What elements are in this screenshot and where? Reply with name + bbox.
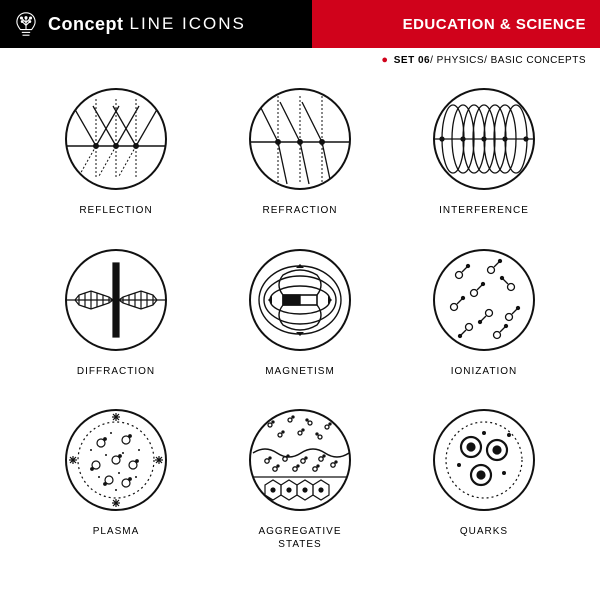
icon-cell-plasma: PLASMA	[34, 405, 198, 556]
icon-cell-interference: INTERFERENCE	[402, 84, 566, 235]
refraction-icon	[245, 84, 355, 194]
plasma-icon	[61, 405, 171, 515]
icon-cell-quarks: QUARKS	[402, 405, 566, 556]
lightbulb-tree-icon	[12, 10, 40, 38]
quarks-icon	[429, 405, 539, 515]
subtopic: BASIC CONCEPTS	[491, 55, 586, 66]
set-number: SET 06	[394, 55, 430, 66]
icon-cell-diffraction: DIFFRACTION	[34, 245, 198, 396]
reflection-icon	[61, 84, 171, 194]
diffraction-icon	[61, 245, 171, 355]
icon-cell-ionization: IONIZATION	[402, 245, 566, 396]
bullet-icon: ●	[381, 54, 388, 66]
topic: PHYSICS	[437, 55, 484, 66]
interference-icon	[429, 84, 539, 194]
header-right: EDUCATION & SCIENCE	[312, 0, 600, 48]
icon-cell-aggregative: AGGREGATIVESTATES	[218, 405, 382, 556]
magnetism-icon	[245, 245, 355, 355]
icon-label: REFLECTION	[79, 204, 152, 217]
brand-name-bold: Concept	[48, 14, 124, 35]
icon-label: IONIZATION	[451, 365, 517, 378]
icon-label: QUARKS	[460, 525, 508, 538]
header-bar: Concept LINE ICONS EDUCATION & SCIENCE	[0, 0, 600, 48]
icon-cell-magnetism: MAGNETISM	[218, 245, 382, 396]
header-left: Concept LINE ICONS	[0, 0, 312, 48]
icon-cell-refraction: REFRACTION	[218, 84, 382, 235]
category-title: EDUCATION & SCIENCE	[403, 16, 586, 33]
icon-cell-reflection: REFLECTION	[34, 84, 198, 235]
icon-label: PLASMA	[93, 525, 140, 538]
subheader: ● SET 06/ PHYSICS/ BASIC CONCEPTS	[0, 48, 600, 66]
ionization-icon	[429, 245, 539, 355]
aggregative-states-icon	[245, 405, 355, 515]
icon-label: DIFFRACTION	[77, 365, 155, 378]
icon-label: AGGREGATIVESTATES	[258, 525, 341, 551]
brand-name-light: LINE ICONS	[130, 14, 246, 34]
icon-label: INTERFERENCE	[439, 204, 529, 217]
icon-label: REFRACTION	[263, 204, 338, 217]
icon-label: MAGNETISM	[265, 365, 335, 378]
icon-grid: REFLECTION	[0, 66, 600, 586]
